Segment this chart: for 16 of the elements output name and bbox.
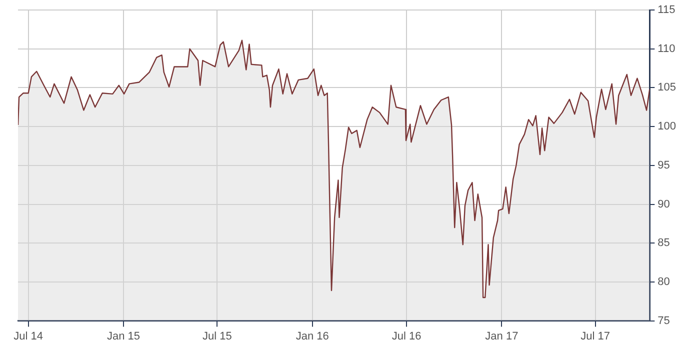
y-tick-label: 85: [658, 237, 670, 250]
y-tick-label: 90: [658, 198, 670, 210]
x-tick-label: Jul 17: [580, 330, 610, 342]
y-tick-label: 105: [658, 82, 676, 94]
x-tick-label: Jan 15: [107, 330, 140, 342]
y-tick-label: 110: [658, 42, 676, 55]
y-tick-label: 95: [658, 159, 670, 172]
x-tick-label: Jul 15: [202, 330, 232, 342]
x-tick-label: Jul 16: [392, 330, 422, 342]
x-tick-label: Jan 16: [296, 330, 329, 342]
x-tick-label: Jul 14: [14, 330, 44, 342]
y-tick-label: 115: [658, 4, 676, 16]
x-tick-label: Jan 17: [485, 330, 518, 342]
y-tick-label: 100: [658, 120, 676, 133]
y-tick-label: 75: [658, 314, 670, 327]
y-tick-label: 80: [658, 276, 670, 288]
